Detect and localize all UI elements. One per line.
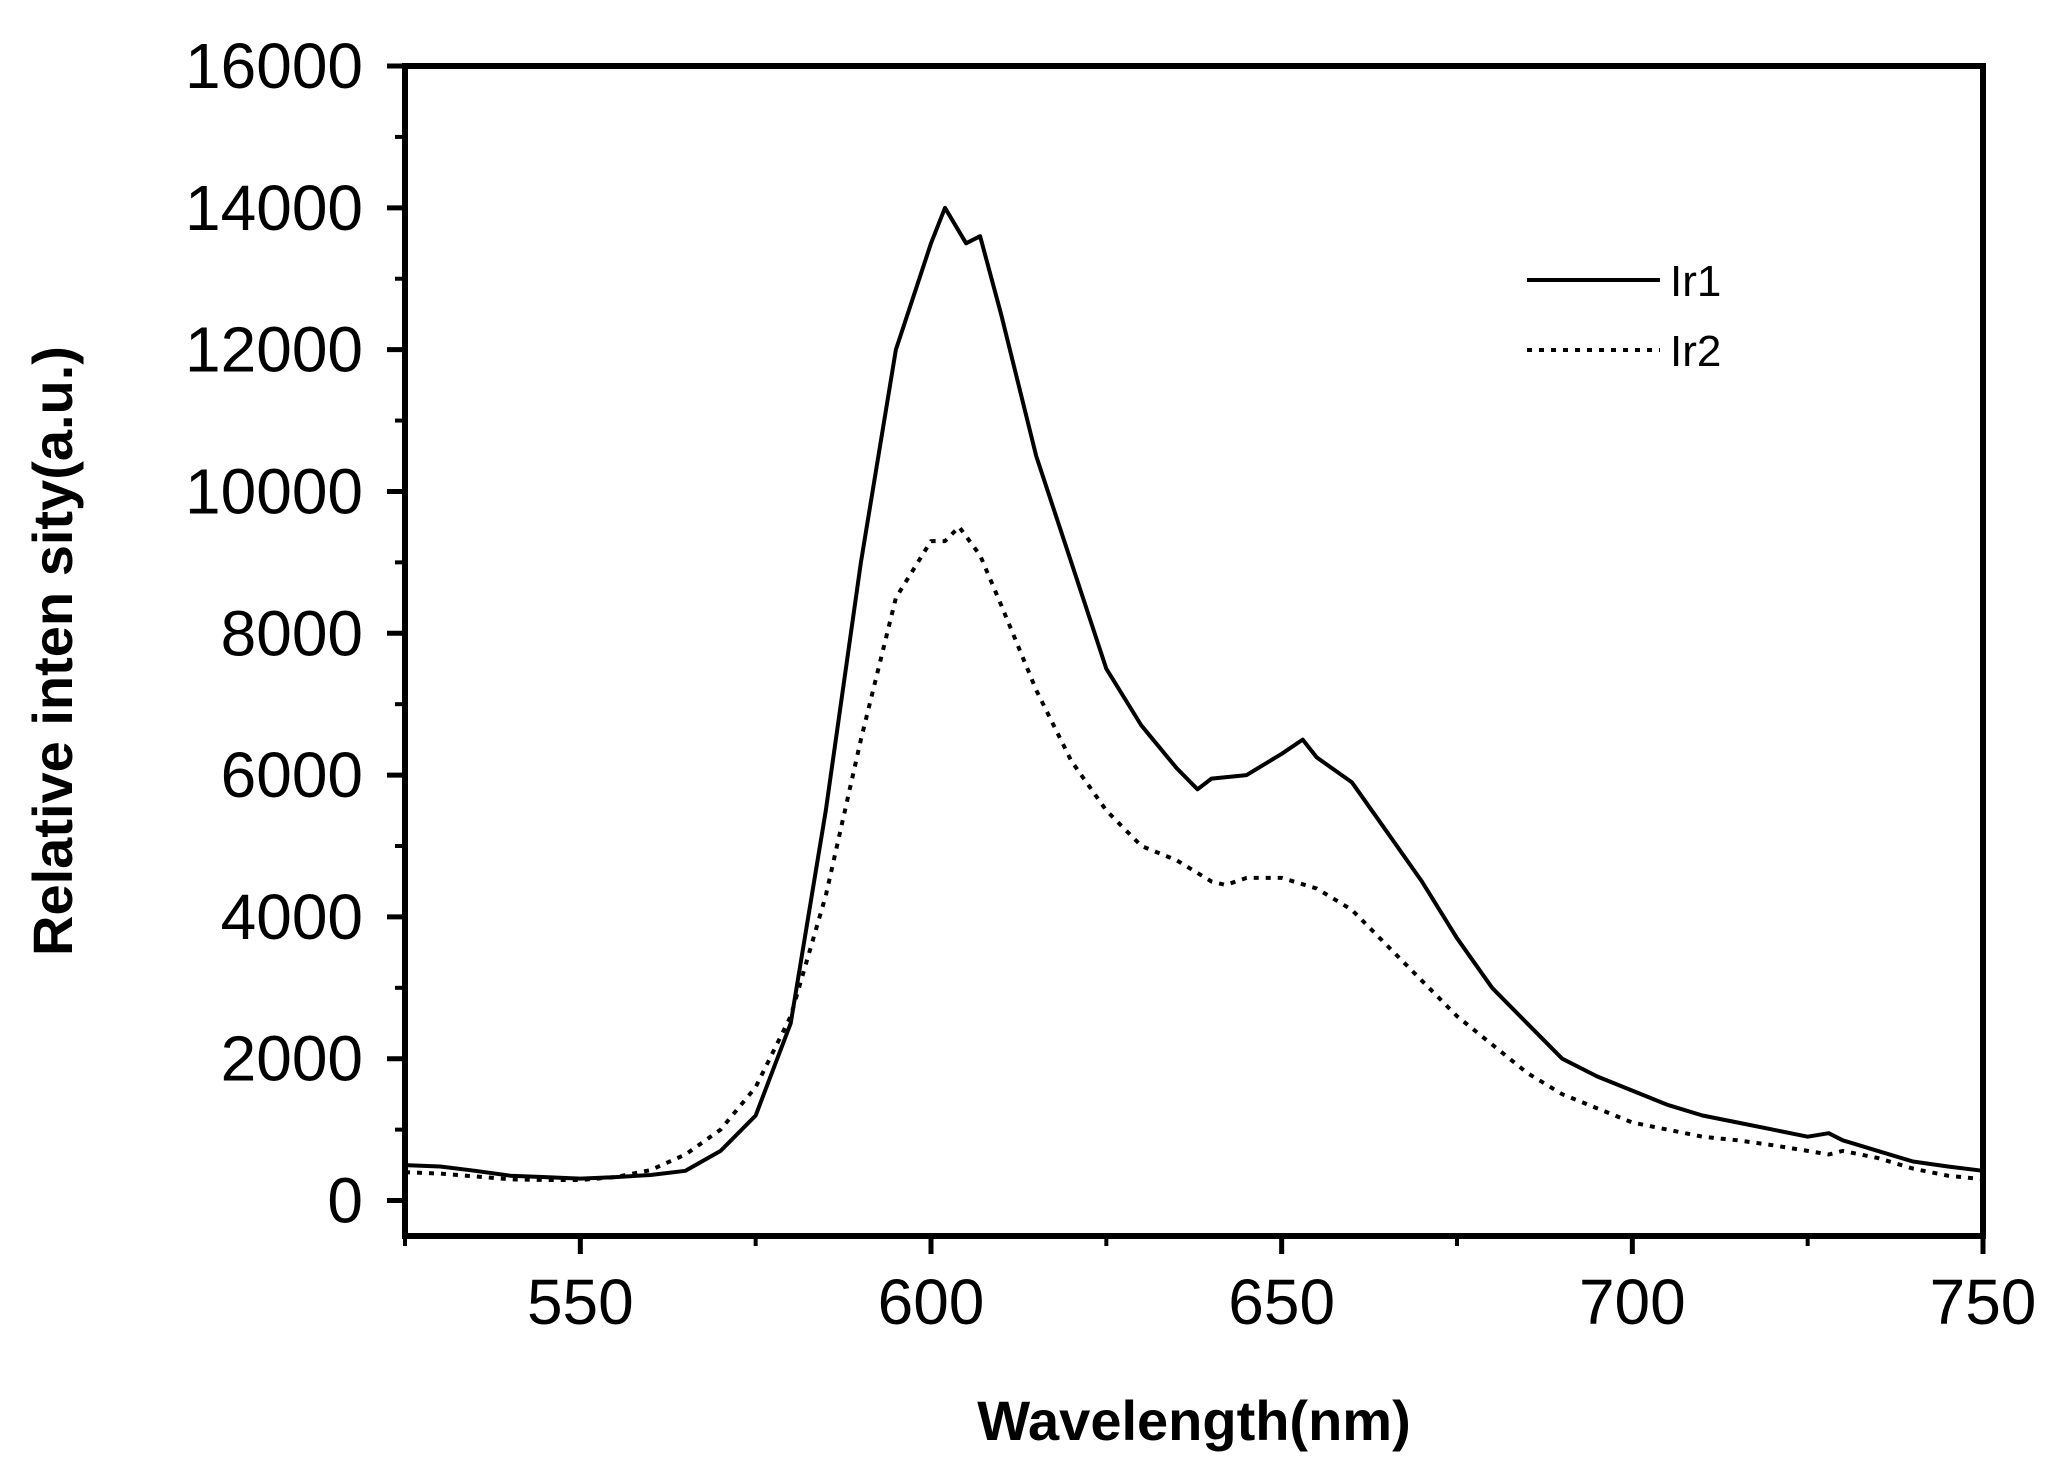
plot-frame bbox=[402, 63, 1986, 1239]
y-tick-label-8000: 8000 bbox=[221, 597, 363, 669]
axis-ticks bbox=[387, 63, 1986, 1254]
y-tick-label-6000: 6000 bbox=[221, 739, 363, 811]
legend-label-ir2: Ir2 bbox=[1670, 327, 1721, 376]
series-lines bbox=[404, 205, 1984, 1182]
y-tick-label-0: 0 bbox=[327, 1165, 363, 1237]
x-axis-title: Wavelength(nm) bbox=[977, 1389, 1410, 1452]
x-tick-label-550: 550 bbox=[527, 1266, 634, 1338]
legend: Ir1 Ir2 bbox=[1527, 257, 1721, 376]
legend-label-ir1: Ir1 bbox=[1670, 257, 1721, 306]
y-axis-title: Relative inten sity(a.u.) bbox=[21, 346, 84, 956]
y-tick-label-2000: 2000 bbox=[221, 1023, 363, 1095]
y-tick-label-12000: 12000 bbox=[185, 314, 363, 386]
series-line-ir2 bbox=[404, 524, 1984, 1182]
x-tick-label-700: 700 bbox=[1579, 1266, 1686, 1338]
x-tick-label-650: 650 bbox=[1228, 1266, 1335, 1338]
y-tick-label-16000: 16000 bbox=[185, 30, 363, 102]
x-tick-label-600: 600 bbox=[878, 1266, 985, 1338]
y-tick-label-10000: 10000 bbox=[185, 455, 363, 527]
x-tick-label-750: 750 bbox=[1930, 1266, 2037, 1338]
y-tick-label-14000: 14000 bbox=[185, 172, 363, 244]
axis-tick-labels: 550 600 650 700 750 0 2000 4000 6000 8000 10000 120… bbox=[185, 30, 2036, 1338]
y-tick-label-4000: 4000 bbox=[221, 881, 363, 953]
series-line-ir1 bbox=[404, 205, 1984, 1181]
